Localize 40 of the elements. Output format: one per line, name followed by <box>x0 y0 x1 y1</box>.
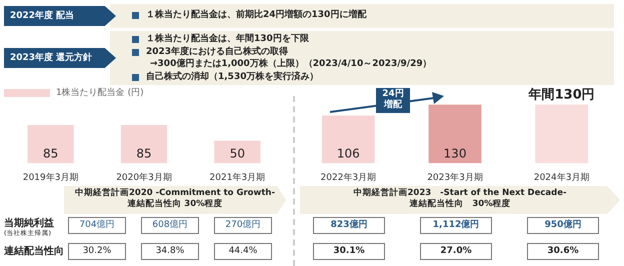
text: 2023年度 還元方針 <box>4 48 116 68</box>
text: １株当たり配当金は、年間130円を下限 <box>146 34 309 45</box>
text: 270億円 <box>214 217 272 234</box>
text: 1株当たり配当金 (円) <box>56 86 144 99</box>
data-label: 106 <box>336 146 360 160</box>
text: 44.4% <box>214 243 272 260</box>
x-tick-label: 2024年3月期 <box>534 172 590 183</box>
text: 連結配当性向 <box>4 244 64 258</box>
text: 24円 <box>381 89 405 99</box>
x-tick-label: 2020年3月期 <box>116 172 172 183</box>
text: 当期純利益 <box>4 216 54 230</box>
text: 中期経営計画2023 -Start of the Next Decade- <box>352 188 568 198</box>
data-label: 85 <box>43 146 58 160</box>
text: 30.6% <box>527 243 599 260</box>
data-label: 50 <box>230 146 245 160</box>
text: 連結配当性向 30%程度 <box>126 199 224 210</box>
x-tick-label: 2022年3月期 <box>320 172 376 183</box>
x-tick-label: 2021年3月期 <box>210 172 266 183</box>
text: 2023年度における自己株式の取得 <box>146 47 288 58</box>
annotation: 増配 <box>382 100 403 111</box>
x-tick-label: 2019年3月期 <box>22 172 78 183</box>
text: 950億円 <box>527 217 599 234</box>
text: →300億円または1,000万株（上限）（2023/4/10～2023/9/29） <box>150 59 432 70</box>
text: 704億円 <box>68 217 126 234</box>
text: １株当たり配当金は、前期比24円増額の130円に増配 <box>146 10 366 21</box>
text: 自己株式の消却（1,530万株を実行済み） <box>146 72 318 83</box>
x-tick-label: 2023年3月期 <box>427 172 483 183</box>
data-label: 85 <box>136 146 152 160</box>
text: 27.0% <box>420 243 492 260</box>
text: 連結配当性向 30%程度 <box>408 199 512 210</box>
text: 30.1% <box>313 243 385 260</box>
data-label: 130 <box>444 146 466 160</box>
data-label: 年間130円 <box>528 88 595 103</box>
text: 中期経営計画2020 -Commitment to Growth- <box>74 188 276 198</box>
text: 30.2% <box>68 243 126 260</box>
text: 608億円 <box>141 217 199 234</box>
text: 1,112億円 <box>420 217 492 234</box>
text: 2022年度 配当 <box>4 6 116 26</box>
text: 823億円 <box>313 217 385 234</box>
text: 34.8% <box>141 243 199 260</box>
